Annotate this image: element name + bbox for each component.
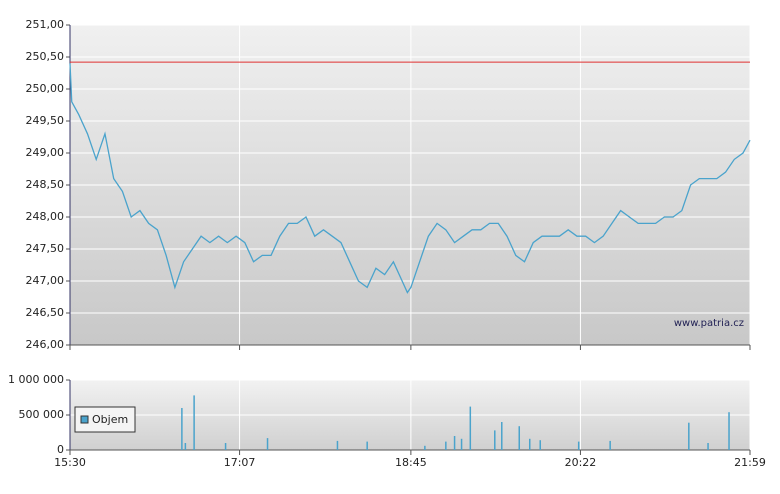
volume-bar [469, 406, 472, 450]
y-tick-label: 247,50 [26, 242, 65, 255]
y-tick-label: 500 000 [19, 408, 65, 421]
volume-bar [184, 443, 187, 450]
volume-bar [460, 438, 463, 450]
y-tick-label: 1 000 000 [8, 373, 64, 386]
volume-bar [728, 412, 730, 450]
volume-bar [193, 395, 195, 450]
volume-bar [366, 441, 368, 450]
volume-bar [707, 443, 709, 450]
y-tick-label: 246,00 [26, 338, 65, 351]
volume-bar [577, 441, 580, 450]
y-tick-label: 251,00 [26, 18, 65, 31]
volume-bar [518, 426, 521, 450]
y-tick-label: 249,00 [26, 146, 65, 159]
x-tick-label: 15:30 [54, 456, 86, 469]
x-tick-label: 21:59 [734, 456, 766, 469]
volume-bar [336, 440, 339, 450]
x-tick-label: 20:22 [565, 456, 597, 469]
volume-bar [528, 438, 531, 450]
y-tick-label: 250,50 [26, 50, 65, 63]
x-tick-label: 17:07 [224, 456, 256, 469]
volume-bar [501, 422, 503, 450]
x-tick-label: 18:45 [395, 456, 427, 469]
volume-bar [539, 440, 541, 450]
volume-bar [445, 441, 447, 450]
volume-bar [424, 445, 426, 450]
y-tick-label: 249,50 [26, 114, 65, 127]
y-tick-label: 246,50 [26, 306, 65, 319]
legend-label: Objem [92, 413, 128, 426]
y-tick-label: 248,00 [26, 210, 65, 223]
watermark: www.patria.cz [674, 318, 744, 329]
volume-bar [609, 440, 611, 450]
y-tick-label: 248,50 [26, 178, 65, 191]
y-tick-label: 0 [57, 443, 64, 456]
volume-bar [266, 438, 269, 450]
y-tick-label: 247,00 [26, 274, 65, 287]
legend-swatch [80, 415, 89, 424]
volume-bar [494, 430, 496, 450]
y-tick-label: 250,00 [26, 82, 65, 95]
price-line [69, 63, 751, 294]
volume-bar [181, 408, 183, 450]
volume-bar [224, 443, 227, 450]
volume-bar [688, 422, 690, 450]
volume-bar [453, 436, 456, 450]
